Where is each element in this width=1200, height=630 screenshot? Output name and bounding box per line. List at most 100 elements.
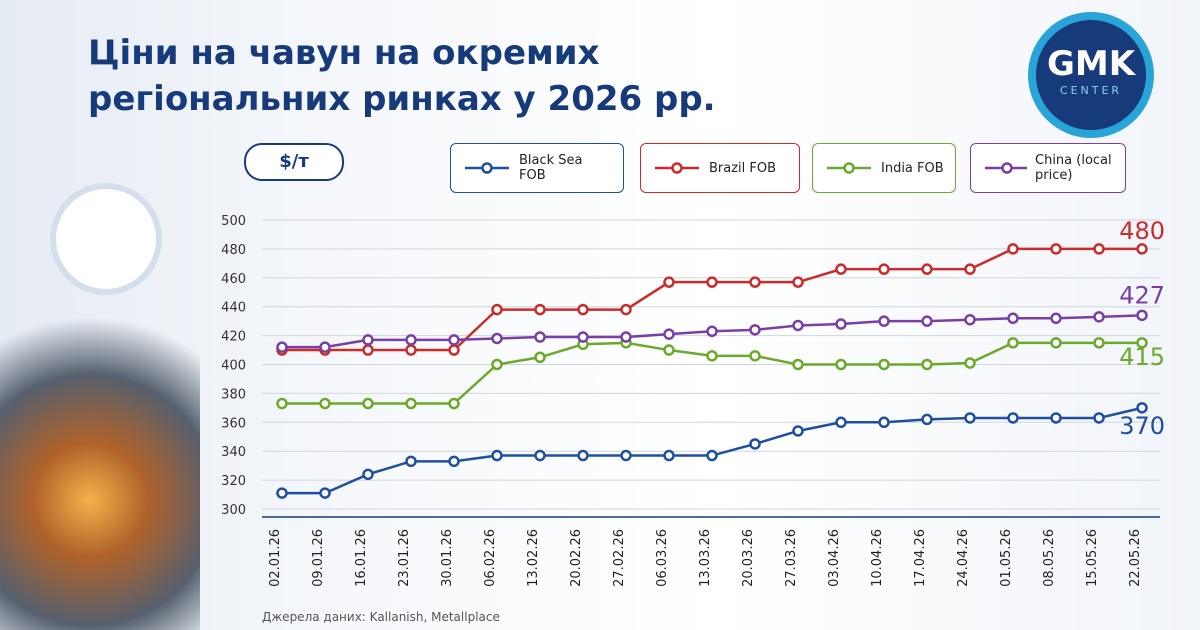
point — [878, 358, 890, 371]
point — [362, 334, 374, 346]
x-tick-label: 23.01.26 — [397, 529, 412, 587]
y-tick-label: 300 — [221, 503, 246, 518]
y-tick-label: 480 — [221, 243, 246, 258]
point — [1093, 412, 1105, 424]
point — [534, 331, 546, 343]
point — [276, 487, 288, 499]
point — [663, 276, 675, 288]
x-tick-label: 22.05.26 — [1128, 529, 1143, 587]
point — [921, 413, 933, 426]
x-tick-label: 20.02.26 — [569, 529, 584, 587]
legend-item: India FOB — [812, 143, 956, 193]
point — [792, 319, 804, 332]
point — [1007, 312, 1019, 325]
logo-subtext: CENTER — [1059, 84, 1123, 97]
point — [1050, 312, 1062, 325]
legend-label: India FOB — [881, 160, 944, 176]
x-tick-label: 13.02.26 — [526, 529, 541, 587]
point — [362, 397, 374, 410]
point — [491, 303, 503, 316]
x-tick-label: 24.04.26 — [956, 529, 971, 587]
point — [448, 344, 460, 356]
point — [577, 331, 589, 343]
y-tick-label: 500 — [221, 214, 246, 229]
x-tick-label: 20.03.26 — [741, 529, 756, 587]
point — [577, 449, 589, 462]
end-label: 427 — [1119, 281, 1165, 309]
point — [964, 263, 976, 275]
point — [577, 303, 589, 316]
point — [706, 449, 718, 462]
point — [706, 276, 718, 288]
point — [1136, 402, 1148, 414]
title: Ціни на чавун на окремих регіональних ри… — [88, 33, 716, 119]
point — [835, 358, 847, 371]
point — [1136, 309, 1148, 322]
x-tick-label: 16.01.26 — [354, 529, 369, 587]
x-tick-label: 01.05.26 — [999, 529, 1014, 587]
y-tick-label: 440 — [221, 301, 246, 316]
point — [534, 449, 546, 462]
point — [749, 324, 761, 336]
end-label: 370 — [1119, 412, 1165, 440]
point — [1136, 337, 1148, 349]
point — [1093, 311, 1105, 323]
point — [276, 341, 288, 353]
point — [491, 449, 503, 462]
point — [405, 397, 417, 410]
legend-swatch — [655, 162, 699, 174]
point — [964, 313, 976, 326]
point — [878, 416, 890, 429]
x-tick-label: 10.04.26 — [870, 529, 885, 587]
x-tick-label: 27.03.26 — [784, 529, 799, 587]
x-tick-label: 02.01.26 — [268, 529, 283, 587]
x-tick-label: 15.05.26 — [1085, 529, 1100, 587]
point — [491, 332, 503, 345]
point — [706, 325, 718, 338]
legend-item: Black Sea FOB — [450, 143, 624, 193]
y-tick-label: 320 — [221, 474, 246, 489]
point — [1007, 243, 1019, 255]
point — [792, 276, 804, 288]
point — [319, 341, 331, 353]
point — [878, 315, 890, 327]
point — [1007, 337, 1019, 349]
end-label: 415 — [1119, 343, 1165, 371]
point — [663, 328, 675, 340]
point — [1050, 337, 1062, 349]
logo: GMK CENTER — [1028, 12, 1154, 138]
point — [620, 303, 632, 316]
y-tick-label: 420 — [221, 330, 246, 345]
legend-swatch — [827, 162, 871, 174]
point — [964, 412, 976, 424]
point — [835, 416, 847, 429]
x-tick-label: 13.03.26 — [698, 529, 713, 587]
end-label: 480 — [1119, 217, 1165, 245]
point — [1050, 243, 1062, 255]
x-tick-label: 30.01.26 — [440, 529, 455, 587]
point — [835, 263, 847, 275]
y-tick-label: 380 — [221, 387, 246, 402]
legend-label: China (local price) — [1035, 153, 1112, 183]
point — [620, 331, 632, 343]
x-tick-label: 06.03.26 — [655, 529, 670, 587]
point — [835, 318, 847, 330]
legend-swatch — [985, 162, 1027, 174]
point — [405, 334, 417, 346]
x-tick-label: 17.04.26 — [913, 529, 928, 587]
x-tick-label: 06.02.26 — [483, 529, 498, 587]
point — [663, 449, 675, 462]
point — [448, 397, 460, 410]
point — [491, 358, 503, 371]
point — [921, 263, 933, 275]
point — [319, 487, 331, 499]
point — [1093, 243, 1105, 255]
point — [276, 397, 288, 410]
decoration — [0, 300, 200, 630]
point — [663, 344, 675, 356]
point — [620, 449, 632, 462]
legend-label: Brazil FOB — [709, 160, 777, 176]
point — [749, 276, 761, 288]
